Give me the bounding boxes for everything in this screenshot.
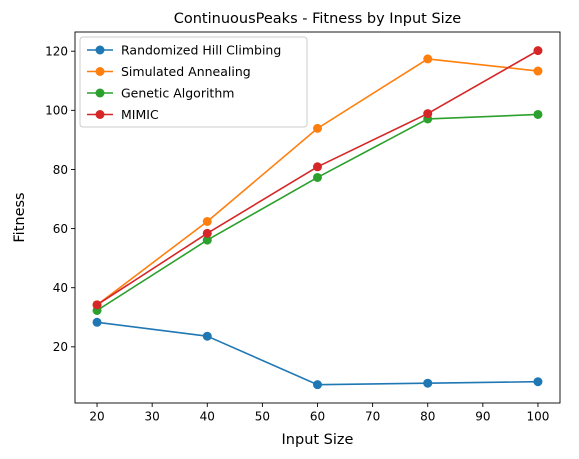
x-tick-label: 20 <box>89 410 104 424</box>
data-point <box>92 317 102 327</box>
data-point <box>202 331 212 341</box>
data-point <box>313 172 322 182</box>
chart-title: ContinuousPeaks - Fitness by Input Size <box>174 11 462 27</box>
x-tick-label: 40 <box>200 410 215 424</box>
legend-box <box>79 36 308 128</box>
y-tick-label: 80 <box>53 163 68 177</box>
data-point <box>533 109 543 119</box>
x-tick-label: 70 <box>365 410 380 424</box>
data-point <box>202 216 212 226</box>
data-point <box>533 66 543 76</box>
legend-marker <box>95 88 105 98</box>
data-point <box>423 109 433 119</box>
legend-label: MIMIC <box>121 107 159 122</box>
x-tick-label: 50 <box>255 410 270 424</box>
legend-marker <box>95 67 105 76</box>
x-tick-label: 60 <box>310 410 325 424</box>
x-tick-label: 30 <box>145 410 160 424</box>
plot-area: 20 30 40 50 60 70 80 90 100 20 40 60 80 100 120 Randomi… <box>45 31 561 424</box>
y-tick-label: 60 <box>53 222 68 236</box>
data-point <box>533 377 543 387</box>
legend-marker <box>95 45 105 55</box>
data-point <box>533 46 543 56</box>
data-point <box>313 380 322 390</box>
legend-marker <box>95 110 105 119</box>
data-point <box>313 162 322 172</box>
legend-label: Simulated Annealing <box>121 64 251 79</box>
x-tick-label: 80 <box>420 410 435 424</box>
y-tick-label: 20 <box>53 340 68 354</box>
data-point <box>202 235 212 245</box>
data-point <box>423 54 433 64</box>
x-axis-label: Input Size <box>282 432 354 448</box>
legend-label: Genetic Algorithm <box>121 86 234 101</box>
legend-label: Randomized Hill Climbing <box>121 43 281 58</box>
y-tick-label: 40 <box>53 281 68 295</box>
y-tick-label: 100 <box>45 104 68 118</box>
data-point <box>313 123 322 133</box>
x-tick-label: 100 <box>527 410 550 424</box>
y-axis-label: Fitness <box>12 192 28 242</box>
x-tick-label: 90 <box>475 410 490 424</box>
y-tick-label: 120 <box>45 45 68 59</box>
data-point <box>423 378 433 388</box>
data-point <box>202 228 212 238</box>
data-point <box>92 300 102 310</box>
